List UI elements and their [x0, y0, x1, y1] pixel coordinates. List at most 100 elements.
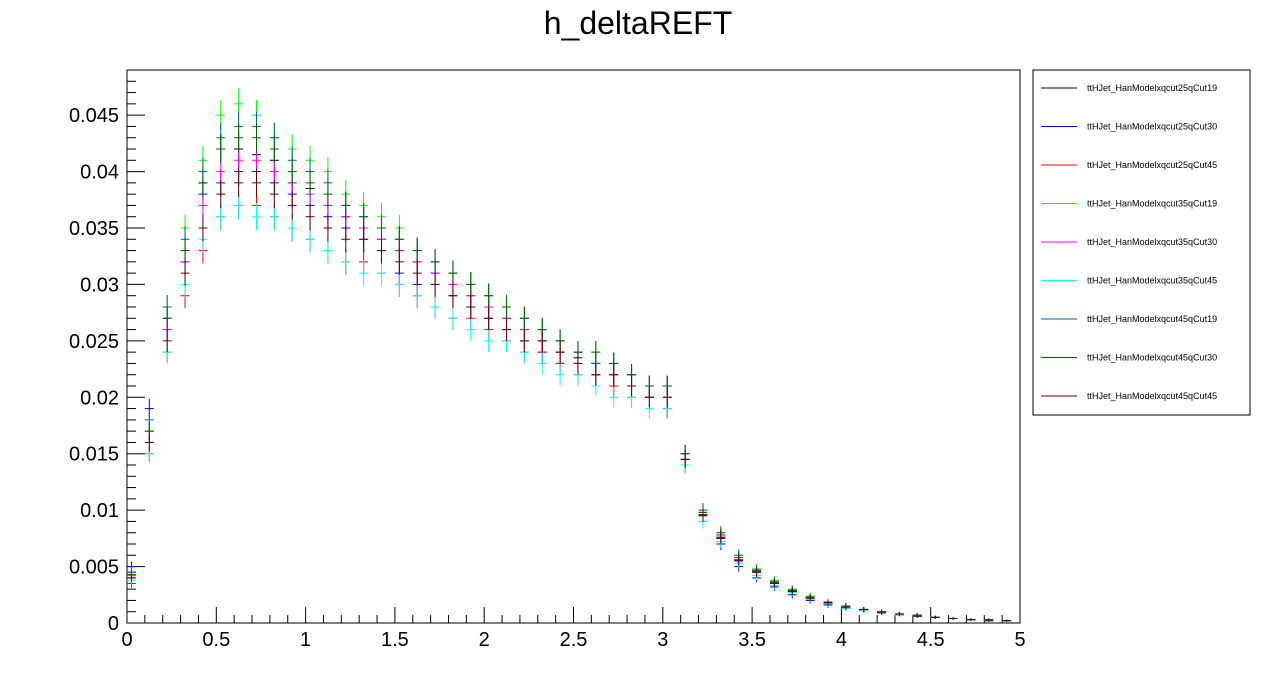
data-point	[537, 329, 547, 353]
data-point	[359, 203, 369, 231]
data-point	[323, 237, 333, 264]
x-tick-label: 1	[300, 629, 311, 651]
legend-entry: ttHJet_HanModelxqcut35qCut19	[1041, 199, 1217, 209]
y-tick-label: 0	[108, 613, 119, 635]
x-tick-label: 3.5	[738, 629, 766, 651]
data-point	[894, 611, 904, 616]
data-point	[609, 387, 619, 408]
data-point	[198, 168, 208, 197]
legend-label: ttHJet_HanModelxqcut35qCut30	[1087, 237, 1217, 247]
data-point	[252, 168, 261, 197]
data-point	[394, 226, 404, 253]
data-point	[573, 352, 583, 375]
legend-label: ttHJet_HanModelxqcut25qCut19	[1087, 83, 1217, 93]
chart-title: h_deltaREFT	[544, 5, 733, 41]
data-point	[466, 318, 476, 342]
data-point	[698, 507, 708, 522]
legend-label: ttHJet_HanModelxqcut25qCut30	[1087, 122, 1217, 132]
legend-entry: ttHJet_HanModelxqcut35qCut45	[1041, 276, 1217, 286]
data-point	[341, 226, 351, 253]
data-point	[359, 260, 369, 286]
data-point	[787, 587, 797, 596]
legend: ttHJet_HanModelxqcut25qCut19 ttHJet_HanMo…	[1032, 69, 1251, 416]
data-point	[948, 617, 958, 620]
x-tick-label: 4	[836, 629, 847, 651]
data-point	[644, 387, 654, 408]
data-point	[680, 450, 690, 468]
data-point	[966, 618, 976, 621]
data-point	[377, 260, 386, 286]
data-point	[823, 599, 833, 606]
legend-entry: ttHJet_HanModelxqcut25qCut30	[1041, 122, 1217, 132]
data-point	[341, 191, 351, 220]
data-point	[591, 341, 601, 364]
data-point	[502, 295, 511, 319]
x-tick-label: 3	[657, 629, 668, 651]
data-point	[448, 260, 458, 286]
data-point	[198, 214, 208, 242]
data-point	[412, 260, 422, 286]
y-tick-label: 0.025	[69, 331, 119, 353]
x-tick-label: 5	[1014, 629, 1025, 651]
data-point	[430, 272, 440, 297]
data-point	[341, 249, 351, 275]
legend-entry: ttHJet_HanModelxqcut25qCut45	[1041, 160, 1217, 170]
y-tick-label: 0.04	[80, 162, 119, 184]
data-point	[912, 614, 922, 618]
data-point	[627, 375, 637, 397]
data-point	[466, 272, 476, 297]
legend-entry: ttHJet_HanModelxqcut25qCut19	[1041, 83, 1217, 93]
data-point	[1002, 619, 1012, 622]
data-point	[377, 214, 386, 242]
data-point	[216, 134, 226, 164]
data-point	[734, 554, 744, 566]
x-tick-label: 0	[121, 629, 132, 651]
data-point	[323, 180, 333, 209]
data-point	[984, 619, 994, 622]
y-tick-label: 0.045	[69, 105, 119, 127]
data-point	[377, 237, 386, 264]
data-point	[287, 191, 297, 220]
data-point	[519, 306, 529, 331]
legend-label: ttHJet_HanModelxqcut45qCut30	[1087, 353, 1217, 363]
data-point	[144, 433, 154, 452]
legend-entry: ttHJet_HanModelxqcut45qCut30	[1041, 353, 1217, 363]
data-point	[805, 594, 815, 602]
data-point	[609, 364, 619, 386]
data-point	[394, 272, 404, 297]
data-point	[484, 329, 494, 353]
y-axis: 0 0.005 0.01 0.015 0.02 0.025 0.03 0.035 0.04 0.0…	[69, 69, 145, 635]
legend-entry: ttHJet_HanModelxqcut35qCut30	[1041, 237, 1217, 247]
legend-label: ttHJet_HanModelxqcut45qCut45	[1087, 391, 1217, 401]
data-point	[591, 364, 601, 386]
legend-entry: ttHJet_HanModelxqcut45qCut19	[1041, 314, 1217, 324]
data-point	[769, 579, 779, 588]
data-point	[234, 122, 244, 153]
x-tick-label: 4.5	[917, 629, 945, 651]
y-tick-label: 0.005	[69, 557, 119, 579]
data-point	[162, 306, 172, 331]
data-point	[269, 180, 279, 209]
data-point	[859, 606, 869, 612]
x-tick-label: 2	[479, 629, 490, 651]
data-point	[412, 283, 422, 308]
data-point	[162, 329, 172, 353]
data-point	[269, 134, 279, 164]
data-point	[930, 615, 940, 619]
data-point	[752, 567, 762, 578]
data-point	[877, 610, 887, 615]
legend-label: ttHJet_HanModelxqcut35qCut45	[1087, 276, 1217, 286]
series-layer	[127, 88, 1012, 622]
data-point	[412, 237, 422, 264]
y-tick-label: 0.015	[69, 444, 119, 466]
data-point	[502, 318, 511, 342]
data-point	[484, 306, 494, 331]
data-point	[252, 122, 261, 153]
data-point	[359, 226, 369, 253]
data-point	[430, 295, 440, 319]
x-tick-label: 1.5	[381, 629, 409, 651]
x-axis: 0 0.5 1 1.5 2 2.5 3 3.5 4 4.5 5	[121, 607, 1026, 651]
data-point	[555, 364, 565, 386]
y-tick-label: 0.03	[80, 274, 119, 296]
